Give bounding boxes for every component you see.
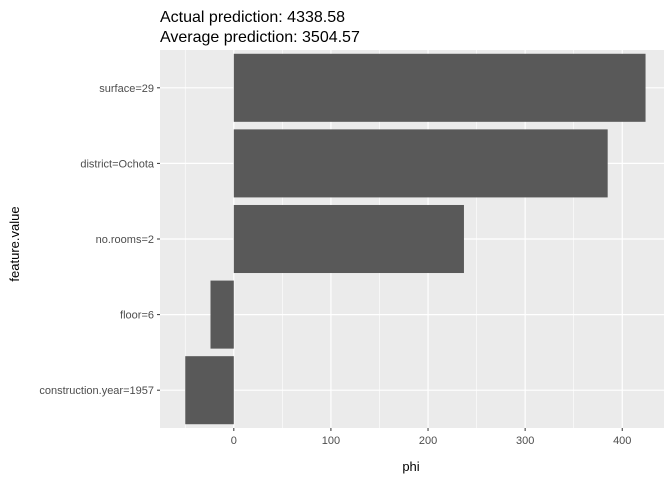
bar bbox=[233, 53, 646, 122]
y-tick-label: floor=6 bbox=[120, 310, 154, 322]
bar bbox=[233, 204, 464, 274]
x-tick-label: 0 bbox=[231, 435, 237, 447]
bar bbox=[233, 129, 608, 198]
x-tick-label: 200 bbox=[419, 435, 437, 447]
chart-title-line-1: Actual prediction: 4338.58 bbox=[160, 9, 345, 26]
x-tick-label: 100 bbox=[322, 435, 340, 447]
y-tick-label: construction.year=1957 bbox=[39, 385, 154, 397]
y-axis-ticks: surface=29 district=Ochota no.rooms=2 floor… bbox=[39, 83, 160, 397]
y-tick-label: no.rooms=2 bbox=[96, 234, 154, 246]
y-tick-label: surface=29 bbox=[99, 83, 154, 95]
x-tick-label: 300 bbox=[516, 435, 534, 447]
x-tick-label: 400 bbox=[613, 435, 631, 447]
bars bbox=[185, 53, 646, 425]
y-axis-title: feature.value bbox=[7, 206, 22, 281]
chart-title-line-2: Average prediction: 3504.57 bbox=[160, 29, 360, 46]
bar bbox=[210, 280, 234, 349]
bar bbox=[185, 356, 234, 425]
x-axis-title: phi bbox=[402, 459, 419, 474]
x-axis-ticks: 0 100 200 300 400 bbox=[231, 428, 631, 447]
y-tick-label: district=Ochota bbox=[80, 158, 155, 170]
